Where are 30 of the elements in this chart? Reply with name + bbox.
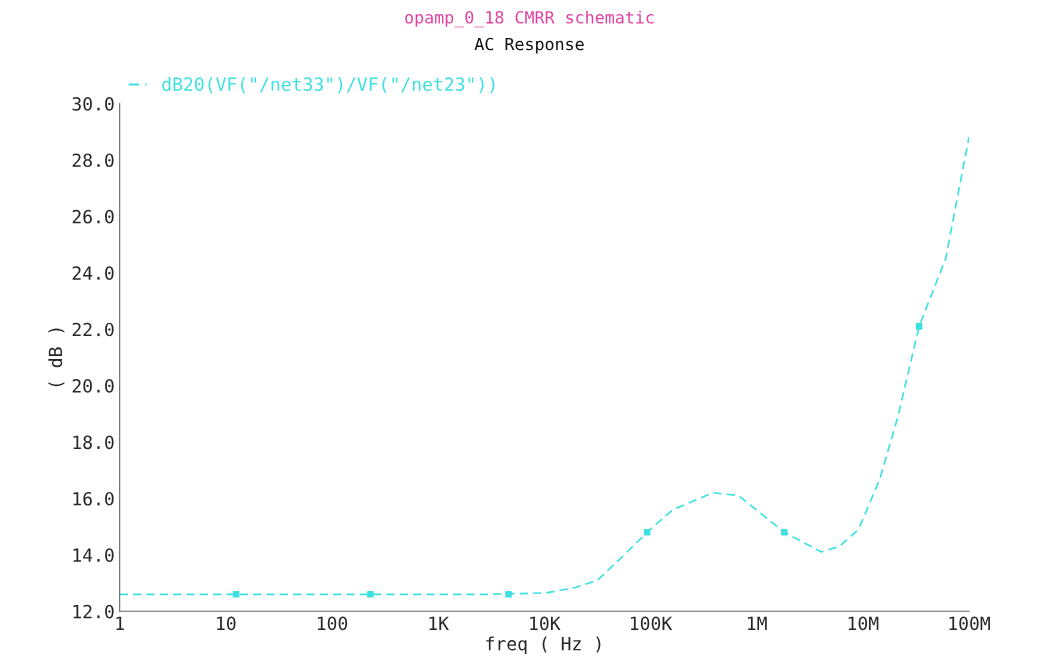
x-tick-label: 1 xyxy=(116,616,124,630)
y-tick-label: 12.0 xyxy=(73,604,114,619)
y-axis-title: ( dB ) xyxy=(48,328,65,387)
x-tick-label: 10M xyxy=(848,616,879,631)
y-tick-label: 30.0 xyxy=(72,97,114,111)
legend-label: dB20(VF("/net33")/VF("/net23")) xyxy=(162,77,495,94)
y-tick-label: 24.0 xyxy=(72,266,114,280)
point xyxy=(643,528,651,536)
x-axis-title: freq ( Hz ) xyxy=(486,636,601,654)
y-tick-label: 16.0 xyxy=(73,491,114,506)
point xyxy=(915,323,923,330)
point xyxy=(505,591,512,598)
x-tick-label: 100 xyxy=(317,616,348,631)
x-tick-label: 1K xyxy=(429,616,449,630)
chart-title: opamp_0_18 CMRR schematic xyxy=(405,10,654,28)
y-tick-label: 28.0 xyxy=(72,153,114,168)
y-tick-label: 26.0 xyxy=(72,209,114,224)
point xyxy=(780,528,788,536)
x-tick-label: 10K xyxy=(530,616,561,631)
chart-subtitle: AC Response xyxy=(474,37,584,54)
y-tick-label: 14.0 xyxy=(73,548,114,562)
x-tick-label: 1M xyxy=(747,616,767,630)
y-tick-label: 18.0 xyxy=(73,435,114,450)
y-tick-label: 22.0 xyxy=(72,322,114,337)
point xyxy=(367,591,374,598)
x-tick-label: 100M xyxy=(949,616,990,631)
point xyxy=(232,591,240,598)
x-tick-label: 100K xyxy=(630,616,673,631)
x-tick-label: 10 xyxy=(217,616,236,631)
y-tick-label: 20.0 xyxy=(72,379,114,393)
